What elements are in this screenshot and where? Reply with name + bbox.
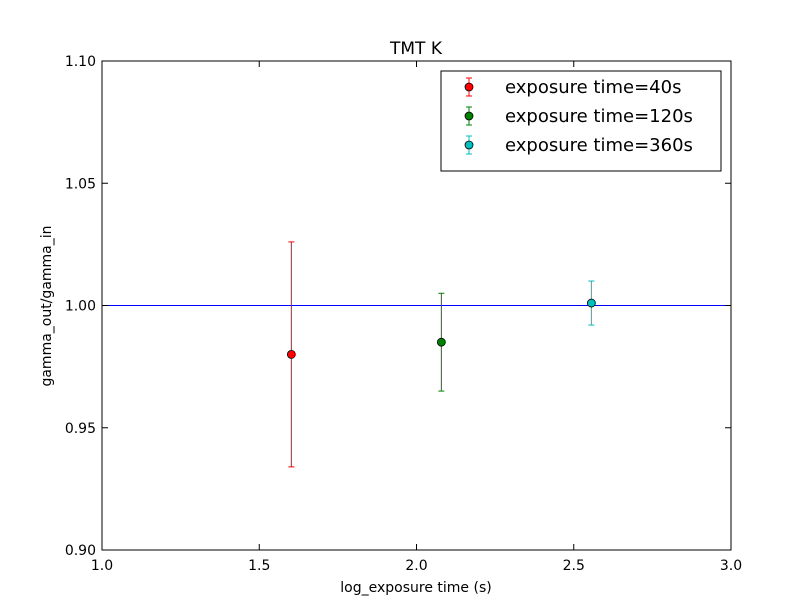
data-point-2 [586, 298, 596, 308]
x-tick-label-0: 1.0 [91, 558, 113, 574]
y-tick-label-0: 0.90 [65, 543, 96, 559]
x-axis-label: log_exposure time (s) [340, 580, 491, 596]
x-tick-label-3: 2.5 [563, 558, 585, 574]
y-tick-label-2: 1.00 [65, 299, 96, 315]
x-tick-label-1: 1.5 [248, 558, 270, 574]
legend-label-2: exposure time=360s [505, 135, 693, 156]
y-tick-label-4: 1.10 [65, 54, 96, 70]
legend-marker-0 [464, 82, 474, 92]
legend-label-0: exposure time=40s [505, 77, 681, 98]
y-tick-label-3: 1.05 [65, 176, 96, 192]
legend-box [440, 70, 722, 172]
legend: exposure time=40s exposure time=120s expos… [440, 70, 722, 172]
data-point-1 [436, 337, 446, 347]
x-tick-label-2: 2.0 [405, 558, 427, 574]
legend-label-1: exposure time=120s [505, 106, 693, 127]
plot-area: 1.0 1.5 2.0 2.5 3.0 0.90 0.95 1.00 1.05 1.10 [65, 54, 742, 574]
data-point-0 [286, 349, 296, 359]
y-tick-label-1: 0.95 [65, 421, 96, 437]
chart-title: TMT K [389, 39, 443, 59]
legend-marker-2 [464, 140, 474, 150]
legend-marker-1 [464, 111, 474, 121]
y-axis-label: gamma_out/gamma_in [39, 225, 55, 386]
x-tick-label-4: 3.0 [720, 558, 742, 574]
